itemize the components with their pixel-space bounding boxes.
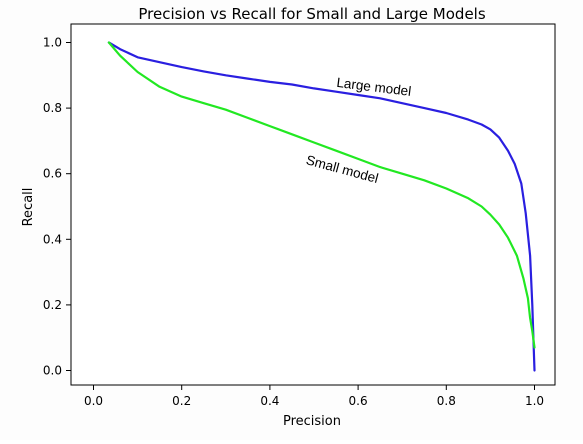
x-tick-label: 0.2 <box>172 394 191 408</box>
series-layer <box>107 41 536 372</box>
x-axis-label: Precision <box>283 414 341 429</box>
y-axis-label: Recall <box>21 188 36 227</box>
y-tick-label: 0.2 <box>43 298 62 312</box>
y-axis-ticks: 0.0 0.2 0.4 0.6 0.8 1.0 <box>43 36 71 378</box>
x-tick-label: 0.0 <box>84 394 103 408</box>
series-line-large <box>107 41 536 372</box>
plot-area <box>70 23 556 386</box>
x-tick-label: 0.8 <box>437 394 456 408</box>
y-tick-label: 1.0 <box>43 36 62 50</box>
y-tick-label: 0.0 <box>43 364 62 378</box>
series-line-small <box>107 41 536 349</box>
x-tick-label: 1.0 <box>525 394 544 408</box>
x-axis-ticks: 0.0 0.2 0.4 0.6 0.8 1.0 <box>84 385 544 408</box>
y-tick-label: 0.4 <box>43 232 62 246</box>
chart-title: Precision vs Recall for Small and Large … <box>138 5 485 23</box>
y-tick-label: 0.6 <box>43 167 62 181</box>
x-tick-label: 0.6 <box>349 394 368 408</box>
y-tick-label: 0.8 <box>43 101 62 115</box>
x-tick-label: 0.4 <box>260 394 279 408</box>
